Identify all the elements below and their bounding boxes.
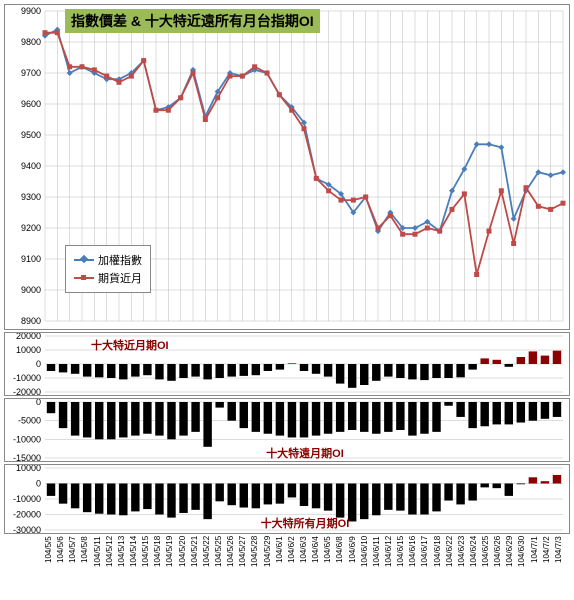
legend-label: 加權指數 <box>98 252 142 268</box>
svg-text:9000: 9000 <box>21 285 41 295</box>
svg-text:十大特近月期OI: 十大特近月期OI <box>91 338 169 352</box>
date-label: 104/6/15 <box>396 536 408 586</box>
bar-chart-3-svg: -30000 -20000 -10000 0 10000 十大特所有月期OI <box>5 465 571 533</box>
date-label: 104/6/3 <box>299 536 311 586</box>
date-label: 104/5/28 <box>250 536 262 586</box>
svg-text:9500: 9500 <box>21 130 41 140</box>
date-label: 104/6/23 <box>457 536 469 586</box>
date-label: 104/6/29 <box>505 536 517 586</box>
date-label: 104/5/15 <box>141 536 153 586</box>
date-label: 104/6/17 <box>420 536 432 586</box>
svg-text:20000: 20000 <box>16 333 41 341</box>
bar-chart-1-panel: -20000 -10000 0 10000 20000 十大特近月期OI <box>4 332 570 396</box>
date-label: 104/5/13 <box>117 536 129 586</box>
svg-text:9900: 9900 <box>21 6 41 16</box>
svg-text:9600: 9600 <box>21 99 41 109</box>
date-label: 104/6/10 <box>360 536 372 586</box>
date-label: 104/6/9 <box>348 536 360 586</box>
svg-text:0: 0 <box>36 359 41 369</box>
date-label: 104/6/30 <box>517 536 529 586</box>
svg-text:-15000: -15000 <box>13 453 41 461</box>
date-label: 104/5/6 <box>56 536 68 586</box>
bar-chart-2-svg: -15000 -10000 -5000 0 十大特遠月期OI <box>5 399 571 461</box>
legend: 加權指數期貨近月 <box>65 245 151 293</box>
date-label: 104/6/4 <box>311 536 323 586</box>
date-label: 104/5/25 <box>214 536 226 586</box>
svg-text:9700: 9700 <box>21 68 41 78</box>
date-label: 104/7/1 <box>530 536 542 586</box>
line-chart-panel: 指數價差 & 十大特近遠所有月台指期OI 8900 9000 9100 9200 930… <box>4 4 570 330</box>
svg-text:0: 0 <box>36 479 41 489</box>
svg-text:-10000: -10000 <box>13 494 41 504</box>
bar-chart-1-svg: -20000 -10000 0 10000 20000 十大特近月期OI <box>5 333 571 395</box>
date-label: 104/5/22 <box>202 536 214 586</box>
svg-text:-20000: -20000 <box>13 387 41 395</box>
svg-text:8900: 8900 <box>21 316 41 326</box>
date-label: 104/6/25 <box>481 536 493 586</box>
date-label: 104/6/24 <box>469 536 481 586</box>
date-label: 104/5/11 <box>93 536 105 586</box>
date-label: 104/6/8 <box>335 536 347 586</box>
date-label: 104/5/7 <box>68 536 80 586</box>
svg-text:-5000: -5000 <box>18 416 41 426</box>
date-label: 104/5/18 <box>153 536 165 586</box>
date-label: 104/6/5 <box>323 536 335 586</box>
date-label: 104/5/12 <box>105 536 117 586</box>
date-label: 104/6/11 <box>372 536 384 586</box>
bar-chart-3-panel: -30000 -20000 -10000 0 10000 十大特所有月期OI <box>4 464 570 534</box>
x-axis-labels: 104/5/5104/5/6104/5/7104/5/8104/5/11104/… <box>4 536 570 586</box>
date-label: 104/6/1 <box>275 536 287 586</box>
date-label: 104/5/8 <box>80 536 92 586</box>
svg-text:-10000: -10000 <box>13 373 41 383</box>
svg-text:10000: 10000 <box>16 465 41 473</box>
svg-text:9200: 9200 <box>21 223 41 233</box>
svg-text:-20000: -20000 <box>13 510 41 520</box>
svg-text:10000: 10000 <box>16 345 41 355</box>
date-label: 104/5/26 <box>226 536 238 586</box>
date-label: 104/6/16 <box>408 536 420 586</box>
svg-text:十大特遠月期OI: 十大特遠月期OI <box>266 446 344 460</box>
svg-text:9400: 9400 <box>21 161 41 171</box>
date-label: 104/6/2 <box>287 536 299 586</box>
svg-text:0: 0 <box>36 399 41 407</box>
main-chart-title: 指數價差 & 十大特近遠所有月台指期OI <box>65 9 320 33</box>
date-label: 104/6/12 <box>384 536 396 586</box>
svg-text:-10000: -10000 <box>13 434 41 444</box>
svg-text:十大特所有月期OI: 十大特所有月期OI <box>261 516 350 530</box>
date-label: 104/7/2 <box>542 536 554 586</box>
date-label: 104/5/14 <box>129 536 141 586</box>
date-label: 104/5/5 <box>44 536 56 586</box>
bar-chart-2-panel: -15000 -10000 -5000 0 十大特遠月期OI <box>4 398 570 462</box>
svg-text:-30000: -30000 <box>13 525 41 533</box>
date-label: 104/6/22 <box>445 536 457 586</box>
svg-text:9300: 9300 <box>21 192 41 202</box>
date-label: 104/5/20 <box>178 536 190 586</box>
date-label: 104/7/3 <box>554 536 566 586</box>
date-label: 104/5/19 <box>165 536 177 586</box>
date-label: 104/5/27 <box>238 536 250 586</box>
legend-item: 期貨近月 <box>74 270 142 286</box>
legend-item: 加權指數 <box>74 252 142 268</box>
date-label: 104/6/18 <box>433 536 445 586</box>
date-label: 104/5/21 <box>190 536 202 586</box>
date-label: 104/6/26 <box>493 536 505 586</box>
svg-text:9800: 9800 <box>21 37 41 47</box>
legend-label: 期貨近月 <box>98 270 142 286</box>
svg-text:9100: 9100 <box>21 254 41 264</box>
date-label: 104/5/29 <box>263 536 275 586</box>
